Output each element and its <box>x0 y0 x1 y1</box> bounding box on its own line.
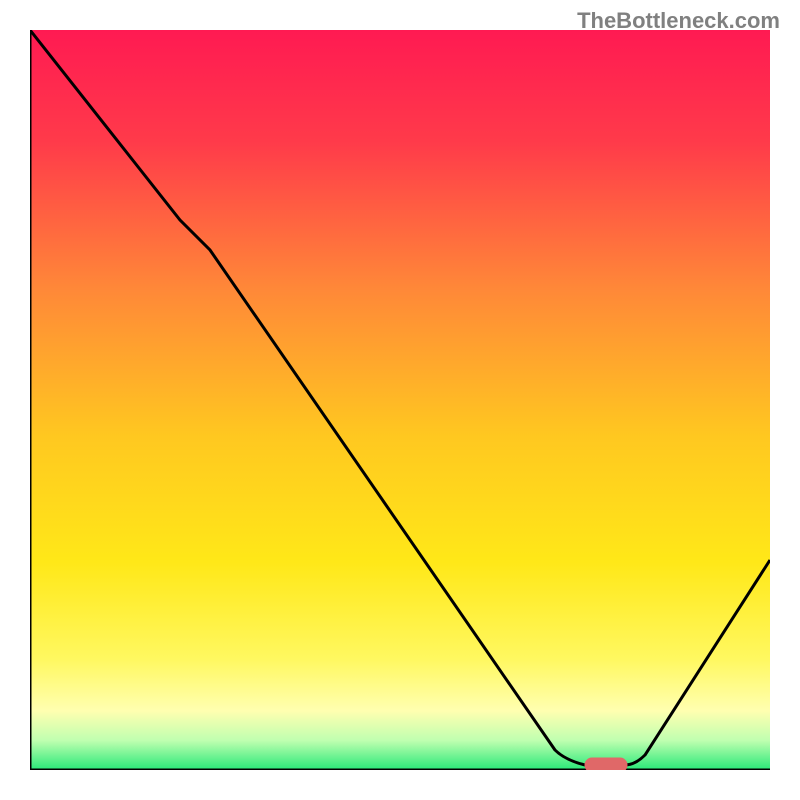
chart-container <box>30 30 770 770</box>
plot-background <box>30 30 770 770</box>
optimal-marker <box>585 758 627 770</box>
watermark-text: TheBottleneck.com <box>577 8 780 34</box>
chart-svg <box>30 30 770 770</box>
